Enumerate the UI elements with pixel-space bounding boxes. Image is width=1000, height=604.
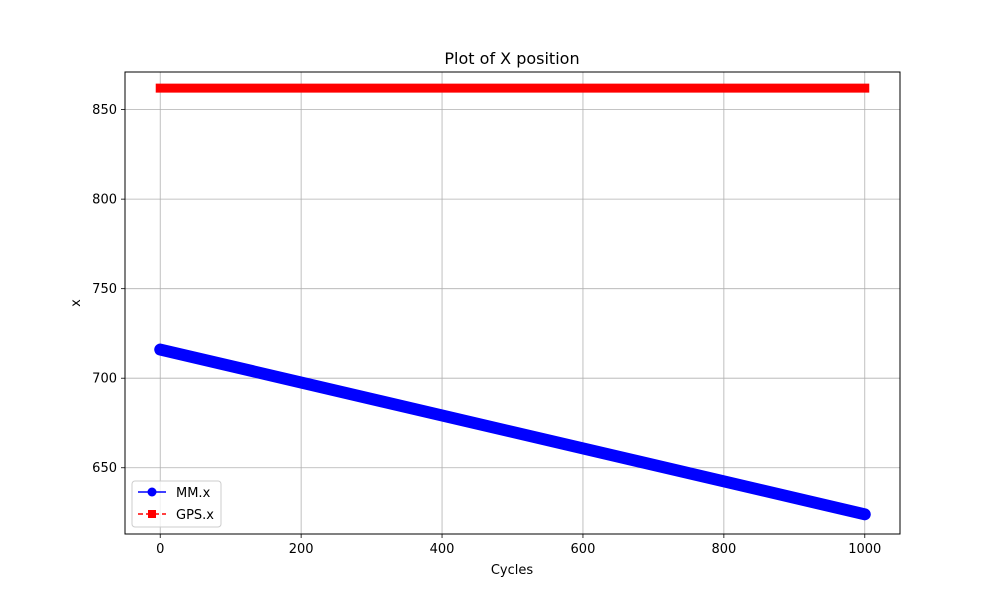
y-tick-label: 800	[92, 193, 117, 208]
y-tick-label: 650	[92, 461, 117, 476]
x-tick-label: 0	[156, 542, 164, 557]
legend: MM.x GPS.x	[131, 480, 222, 528]
chart-title: Plot of X position	[444, 49, 579, 68]
series-mm-x	[154, 343, 871, 521]
series-layer	[154, 83, 871, 521]
legend-marker-gps-x	[148, 510, 156, 518]
x-tick-label: 1000	[848, 542, 881, 557]
y-axis-label: x	[69, 299, 84, 307]
x-axis-label: Cycles	[491, 563, 534, 578]
y-tick-label: 700	[92, 372, 117, 387]
plot-area-frame	[124, 71, 901, 535]
x-tick-label: 400	[430, 542, 455, 557]
x-tick-label: 800	[711, 542, 736, 557]
legend-label-gps-x: GPS.x	[176, 508, 214, 523]
axis-ticks: 0 200 400 600 800 1000 650 700 750 800 850	[92, 103, 881, 557]
grid	[125, 72, 900, 534]
x-tick-label: 200	[289, 542, 314, 557]
legend-label-mm-x: MM.x	[176, 486, 211, 501]
legend-marker-mm-x	[147, 487, 157, 497]
y-tick-label: 750	[92, 282, 117, 297]
x-tick-label: 600	[571, 542, 596, 557]
y-tick-label: 850	[92, 103, 117, 118]
series-band-mm-x	[154, 343, 871, 521]
